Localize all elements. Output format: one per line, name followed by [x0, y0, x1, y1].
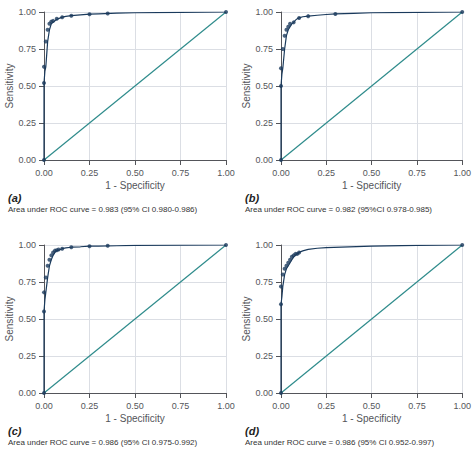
- svg-text:Area under ROC curve = 0.986 (: Area under ROC curve = 0.986 (95% CI 0.9…: [8, 438, 198, 447]
- svg-text:0.00: 0.00: [255, 155, 273, 165]
- svg-text:1 - Specificity: 1 - Specificity: [105, 413, 164, 424]
- svg-text:(a): (a): [8, 192, 22, 204]
- svg-text:0.50: 0.50: [255, 81, 273, 91]
- svg-text:0.75: 0.75: [172, 401, 190, 411]
- svg-text:1.00: 1.00: [217, 168, 235, 178]
- svg-text:1 - Specificity: 1 - Specificity: [342, 180, 401, 191]
- svg-text:Sensitivity: Sensitivity: [241, 63, 252, 108]
- svg-text:0.00: 0.00: [35, 168, 53, 178]
- svg-text:0.50: 0.50: [126, 168, 144, 178]
- svg-text:1.00: 1.00: [217, 401, 235, 411]
- svg-text:0.25: 0.25: [18, 351, 36, 361]
- svg-text:(c): (c): [8, 425, 22, 437]
- svg-text:1.00: 1.00: [453, 168, 471, 178]
- svg-text:1.00: 1.00: [18, 7, 36, 17]
- svg-text:1.00: 1.00: [255, 7, 273, 17]
- svg-text:1.00: 1.00: [255, 240, 273, 250]
- svg-text:0.25: 0.25: [81, 168, 99, 178]
- svg-text:0.75: 0.75: [18, 277, 36, 287]
- svg-text:0.25: 0.25: [255, 118, 273, 128]
- svg-text:Sensitivity: Sensitivity: [4, 296, 15, 341]
- svg-text:Area under ROC curve = 0.983 (: Area under ROC curve = 0.983 (95% CI 0.9…: [8, 205, 198, 214]
- svg-text:0.50: 0.50: [363, 168, 381, 178]
- svg-text:1 - Specificity: 1 - Specificity: [342, 413, 401, 424]
- svg-text:0.00: 0.00: [18, 155, 36, 165]
- svg-text:0.75: 0.75: [408, 168, 426, 178]
- svg-text:0.75: 0.75: [408, 401, 426, 411]
- svg-text:0.75: 0.75: [255, 44, 273, 54]
- svg-text:Area under ROC curve = 0.986 (: Area under ROC curve = 0.986 (95% CI 0.9…: [245, 438, 435, 447]
- svg-text:0.25: 0.25: [255, 351, 273, 361]
- svg-text:0.00: 0.00: [272, 401, 290, 411]
- svg-text:0.50: 0.50: [255, 314, 273, 324]
- svg-text:1.00: 1.00: [18, 240, 36, 250]
- svg-text:0.50: 0.50: [126, 401, 144, 411]
- svg-text:0.75: 0.75: [18, 44, 36, 54]
- svg-text:0.25: 0.25: [18, 118, 36, 128]
- svg-text:0.25: 0.25: [318, 401, 336, 411]
- svg-text:0.00: 0.00: [255, 388, 273, 398]
- svg-text:0.25: 0.25: [318, 168, 336, 178]
- svg-text:0.75: 0.75: [255, 277, 273, 287]
- svg-text:0.00: 0.00: [272, 168, 290, 178]
- svg-text:(d): (d): [245, 425, 259, 437]
- svg-text:Sensitivity: Sensitivity: [241, 296, 252, 341]
- svg-text:0.00: 0.00: [18, 388, 36, 398]
- svg-text:1 - Specificity: 1 - Specificity: [105, 180, 164, 191]
- svg-text:Area under ROC curve = 0.982 (: Area under ROC curve = 0.982 (95%CI 0.97…: [245, 205, 432, 214]
- svg-text:0.50: 0.50: [18, 314, 36, 324]
- svg-text:0.25: 0.25: [81, 401, 99, 411]
- svg-text:1.00: 1.00: [453, 401, 471, 411]
- svg-text:0.50: 0.50: [18, 81, 36, 91]
- svg-text:0.75: 0.75: [172, 168, 190, 178]
- svg-text:(b): (b): [245, 192, 259, 204]
- svg-text:Sensitivity: Sensitivity: [4, 63, 15, 108]
- svg-text:0.50: 0.50: [363, 401, 381, 411]
- svg-text:0.00: 0.00: [35, 401, 53, 411]
